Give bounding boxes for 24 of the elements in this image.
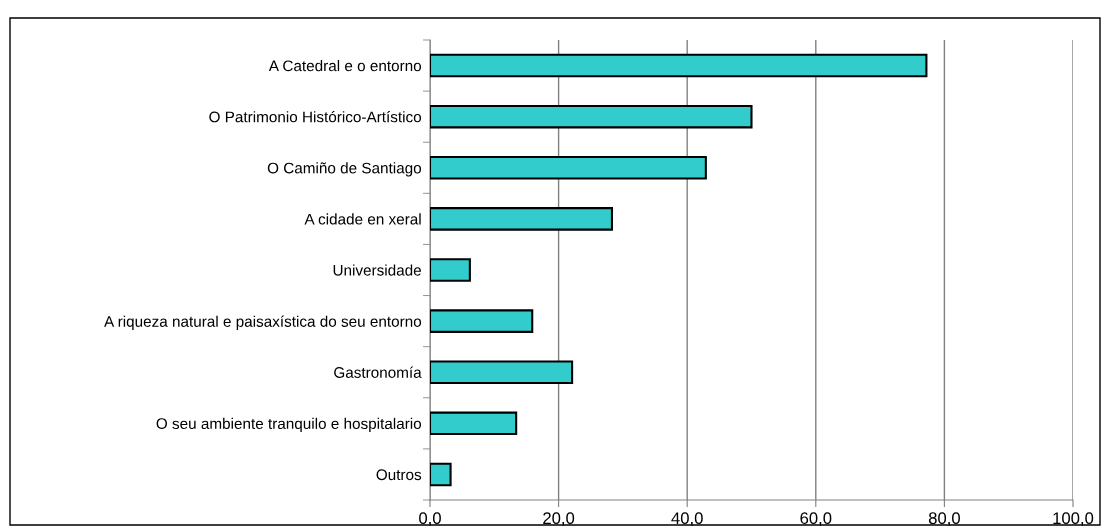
y-tick-label: Gastronomía bbox=[334, 366, 422, 378]
bar bbox=[430, 156, 707, 180]
x-tick-label: 80,0 bbox=[928, 512, 960, 527]
y-tick-label: Universidade bbox=[333, 264, 421, 276]
y-tick-label: O seu ambiente tranquilo e hospitalario bbox=[156, 417, 422, 433]
y-tick-label: O Patrimonio Histórico-Artístico bbox=[209, 110, 422, 123]
y-tick-label: Outros bbox=[376, 469, 422, 481]
x-tick-label: 100,0 bbox=[1053, 512, 1094, 527]
bar bbox=[430, 53, 928, 78]
bar bbox=[430, 104, 753, 129]
bar bbox=[430, 207, 614, 231]
y-tick-label: A cidade en xeral bbox=[304, 213, 421, 225]
bar bbox=[430, 462, 452, 487]
bar bbox=[430, 258, 471, 282]
bar bbox=[430, 360, 574, 384]
y-tick-label: O Camiño de Santiago bbox=[267, 162, 422, 177]
x-tick-label: 40,0 bbox=[671, 512, 703, 527]
bar bbox=[430, 411, 518, 436]
x-tick-label: 20,0 bbox=[543, 512, 575, 527]
x-tick-label: 60,0 bbox=[800, 512, 832, 527]
bar bbox=[430, 309, 534, 333]
y-tick-label: A riqueza natural e paisaxística do seu entorno bbox=[104, 315, 422, 330]
y-tick-label: A Catedral e o entorno bbox=[268, 60, 422, 72]
x-tick-label: 0,0 bbox=[419, 512, 441, 527]
